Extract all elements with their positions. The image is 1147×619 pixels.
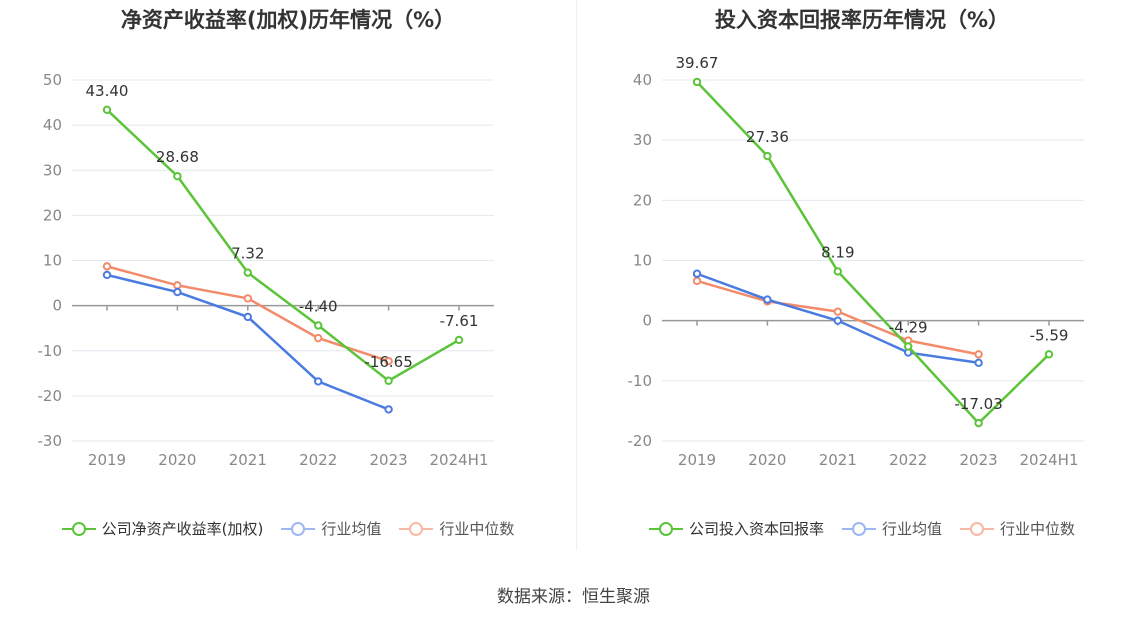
y-tick-label: 40 — [633, 71, 652, 89]
legend-item-company[interactable]: 公司净资产收益率(加权) — [61, 518, 264, 539]
y-tick-label: -20 — [38, 387, 63, 405]
x-tick-label: 2021 — [819, 451, 857, 469]
data-point — [974, 418, 983, 428]
data-label: -17.03 — [954, 395, 1002, 413]
x-tick-label: 2019 — [678, 451, 716, 469]
data-label: 43.40 — [86, 82, 129, 100]
legend-label-industry-median: 行业中位数 — [439, 520, 515, 538]
legend-item-company[interactable]: 公司投入资本回报率 — [648, 518, 824, 539]
data-label: 39.67 — [676, 54, 719, 72]
y-tick-label: -30 — [38, 432, 63, 450]
y-tick-label: 10 — [43, 252, 62, 270]
data-point — [974, 358, 983, 367]
data-point — [692, 269, 702, 278]
data-point — [974, 350, 983, 359]
roe-chart-legend: 公司净资产收益率(加权) 行业均值 行业中位数 — [0, 518, 576, 539]
x-tick-label: 2023 — [370, 451, 408, 469]
legend-line-marker-icon — [399, 519, 434, 539]
data-point — [173, 281, 182, 290]
y-tick-label: 10 — [633, 252, 652, 270]
legend-label-industry-median: 行业中位数 — [1000, 520, 1076, 538]
roic-chart-title: 投入资本回报率历年情况（%） — [714, 8, 1010, 32]
data-point — [102, 262, 112, 271]
data-label: -4.29 — [889, 318, 928, 336]
data-source-note: 数据来源：恒生聚源 — [497, 587, 650, 607]
data-point — [454, 335, 464, 345]
data-label: -4.40 — [299, 297, 338, 315]
legend-item-industry-median[interactable]: 行业中位数 — [399, 518, 514, 539]
data-point — [384, 405, 393, 414]
x-tick-label: 2022 — [299, 451, 337, 469]
data-label: -7.61 — [440, 312, 479, 330]
y-tick-label: 0 — [52, 297, 62, 315]
series-line — [106, 108, 460, 383]
x-tick-label: 2024H1 — [1020, 451, 1079, 469]
roic-chart-legend: 公司投入资本回报率 行业均值 行业中位数 — [577, 518, 1147, 539]
y-tick-label: -10 — [38, 342, 63, 360]
data-point — [102, 105, 112, 114]
data-point — [692, 276, 702, 286]
data-label: 8.19 — [821, 243, 854, 261]
x-tick-label: 2023 — [960, 451, 998, 469]
data-point — [833, 316, 842, 325]
data-label: -5.59 — [1030, 326, 1069, 344]
y-tick-label: 40 — [43, 116, 62, 134]
data-point — [833, 267, 842, 276]
legend-label-company: 公司投入资本回报率 — [688, 520, 824, 538]
x-tick-label: 2019 — [88, 451, 126, 469]
x-tick-label: 2024H1 — [430, 451, 489, 469]
legend-line-marker-icon — [61, 519, 96, 539]
data-point — [314, 321, 323, 330]
x-tick-label: 2020 — [748, 451, 786, 469]
legend-item-industry-avg[interactable]: 行业均值 — [281, 518, 381, 539]
roic-chart-panel: 投入资本回报率历年情况（%） 40 30 20 10 0 -10 -20 2019 2020 20… — [577, 0, 1147, 560]
data-label: -16.65 — [364, 353, 412, 371]
legend-line-marker-icon — [281, 519, 316, 539]
series-line — [696, 81, 1050, 425]
y-tick-label: 0 — [642, 312, 652, 330]
legend-item-industry-median[interactable]: 行业中位数 — [960, 518, 1075, 539]
data-point — [833, 307, 842, 316]
data-point — [1044, 350, 1054, 359]
legend-label-company: 公司净资产收益率(加权) — [101, 520, 264, 538]
legend-line-marker-icon — [841, 519, 876, 539]
roic-chart-plot: 40 30 20 10 0 -10 -20 2019 2020 2021 2022 2023 2024H… — [628, 54, 1084, 469]
data-point — [243, 268, 253, 277]
data-point — [243, 312, 253, 322]
data-point — [314, 377, 323, 386]
data-point — [384, 376, 393, 385]
x-tick-label: 2021 — [229, 451, 267, 469]
data-point — [904, 342, 913, 351]
data-point — [314, 333, 323, 343]
y-tick-label: 20 — [633, 191, 652, 209]
legend-label-industry-avg: 行业均值 — [881, 520, 942, 538]
data-point — [763, 151, 772, 161]
data-point — [173, 172, 182, 181]
data-point — [173, 287, 182, 297]
data-label: 7.32 — [231, 245, 264, 263]
roe-chart-title: 净资产收益率(加权)历年情况（%） — [120, 8, 456, 32]
y-tick-label: -10 — [628, 372, 653, 390]
y-tick-label: 30 — [633, 131, 652, 149]
data-point — [243, 294, 253, 303]
y-tick-label: 50 — [43, 71, 62, 89]
y-tick-label: 20 — [43, 206, 62, 224]
x-tick-label: 2020 — [158, 451, 196, 469]
roe-chart-plot: 50 40 30 20 10 0 -10 -20 -30 2019 2020 2021 2022 2023… — [38, 71, 494, 469]
data-label: 28.68 — [156, 148, 199, 166]
x-tick-label: 2022 — [889, 451, 927, 469]
data-point — [102, 270, 112, 280]
panel-divider — [576, 0, 577, 550]
legend-label-industry-avg: 行业均值 — [321, 520, 382, 538]
legend-item-industry-avg[interactable]: 行业均值 — [841, 518, 942, 539]
data-point — [692, 77, 702, 87]
y-tick-label: -20 — [628, 432, 653, 450]
data-point — [763, 295, 772, 304]
legend-line-marker-icon — [960, 519, 994, 539]
roe-chart-panel: 净资产收益率(加权)历年情况（%） 50 40 30 20 10 0 -10 -20 -30 20… — [0, 0, 576, 560]
data-point — [384, 356, 393, 366]
legend-line-marker-icon — [648, 519, 683, 539]
y-tick-label: 30 — [43, 161, 62, 179]
data-label: 27.36 — [746, 128, 789, 146]
